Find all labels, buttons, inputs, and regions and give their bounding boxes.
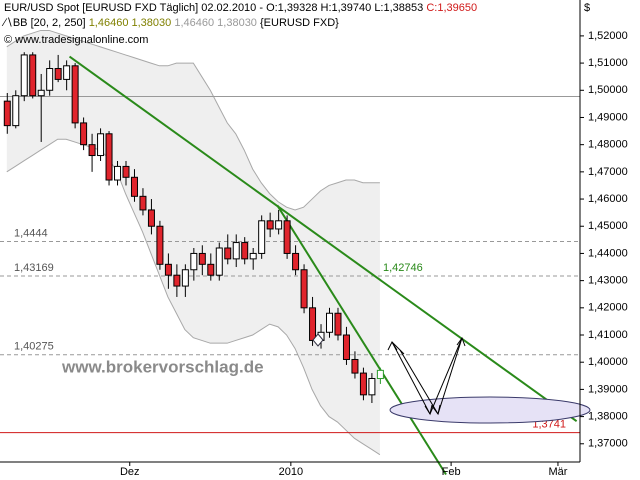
target-ellipse [389, 396, 591, 424]
arrow [437, 337, 463, 415]
candle-body [258, 220, 266, 254]
y-tick-label: 1,52000 [588, 30, 628, 42]
candle-body [3, 100, 11, 127]
candle-body [368, 378, 376, 396]
level-label: 1,4444 [14, 227, 48, 239]
trend-line [276, 204, 447, 476]
candle-body [88, 144, 96, 157]
candle-body [351, 358, 359, 374]
level-label: 1,43169 [14, 262, 54, 274]
candle-body [376, 369, 384, 380]
candle-body [147, 209, 155, 227]
watermark: www.brokervorschlag.de [61, 357, 264, 376]
bb-lower [6, 138, 381, 456]
source-url: www.tradesignalonline.com [14, 34, 148, 46]
candle-body [342, 334, 350, 360]
candle-body [198, 252, 206, 265]
candle-body [326, 312, 334, 333]
candle-body [249, 252, 257, 260]
candle-body [12, 95, 20, 127]
candle-body [232, 242, 240, 260]
currency: $ [584, 2, 590, 14]
arrow [391, 341, 405, 355]
candle-body [164, 263, 172, 276]
candle-body [309, 307, 317, 341]
trend-label: 1,42746 [383, 262, 423, 274]
x-tick-label: Mär [548, 466, 567, 478]
candle-body [181, 269, 189, 287]
candle-body [114, 165, 122, 181]
indicator-symbol: {EURUSD FXD} [260, 17, 339, 29]
candle-body [275, 220, 283, 230]
y-tick-label: 1,48000 [588, 139, 628, 151]
candle-body [207, 263, 215, 276]
indicator-values: 1,46460 1,38030 [174, 17, 257, 29]
y-tick-label: 1,39000 [588, 383, 628, 395]
candle-body [130, 176, 138, 197]
candle-body [156, 225, 164, 265]
arrow [429, 337, 463, 415]
y-tick-label: 1,51000 [588, 57, 628, 69]
candle-body [63, 65, 71, 80]
x-tick-label: 2010 [279, 466, 303, 478]
candle-body [97, 133, 105, 157]
candle-body [215, 247, 223, 276]
y-tick-label: 1,47000 [588, 166, 628, 178]
candle-body [122, 165, 130, 178]
indicator-name: BB [20, 2, 250] [13, 17, 86, 29]
header-close: C:1,39650 [426, 2, 477, 14]
y-tick-label: 1,41000 [588, 329, 628, 341]
candle-body [139, 195, 147, 211]
y-tick-label: 1,43000 [588, 275, 628, 287]
candle-body [300, 269, 308, 309]
y-tick-label: 1,38000 [588, 410, 628, 422]
arrow-head [387, 336, 466, 416]
x-tick-label: Feb [442, 466, 461, 478]
candle-body [190, 252, 198, 271]
level-label: 1,40275 [14, 341, 54, 353]
arrows [387, 336, 466, 416]
candle-body [334, 312, 342, 336]
indicator-values: 1,46460 1,38030 [89, 17, 172, 29]
trend-line [68, 55, 578, 423]
y-tick-label: 1,42000 [588, 302, 628, 314]
header-line: EUR/USD Spot [EURUSD FXD Täglich] 02.02.… [4, 2, 477, 14]
candle-body [71, 65, 79, 124]
y-tick-label: 1,44000 [588, 247, 628, 259]
y-tick-label: 1,45000 [588, 220, 628, 232]
candle-body [241, 242, 249, 260]
candle-body [20, 54, 28, 97]
y-tick-label: 1,37000 [588, 438, 628, 450]
bb-upper [6, 29, 380, 211]
candle-body [359, 372, 367, 396]
y-tick-label: 1,40000 [588, 356, 628, 368]
y-tick-label: 1,50000 [588, 84, 628, 96]
x-tick-label: Dez [120, 466, 140, 478]
y-tick-label: 1,49000 [588, 111, 628, 123]
candle-body [46, 68, 54, 91]
candle-body [80, 122, 88, 146]
candle-body [54, 68, 62, 80]
candle-body [105, 133, 113, 181]
candle-body [292, 252, 300, 271]
arrow [399, 349, 439, 415]
source: © www.tradesignalonline.com [4, 34, 148, 46]
arrow [391, 341, 431, 415]
candle-body [173, 274, 181, 287]
indicator-line: ∕∖BB [20, 2, 250] 1,46460 1,38030 1,4646… [1, 17, 339, 29]
y-tick-label: 1,46000 [588, 193, 628, 205]
header-text: EUR/USD Spot [EURUSD FXD Täglich] 02.02.… [4, 2, 423, 14]
candle-body [224, 247, 232, 260]
signal-marker [312, 333, 324, 347]
candle-body [283, 220, 291, 254]
candle-body [266, 220, 274, 230]
candle-body [29, 54, 37, 97]
candle-body [37, 89, 45, 97]
